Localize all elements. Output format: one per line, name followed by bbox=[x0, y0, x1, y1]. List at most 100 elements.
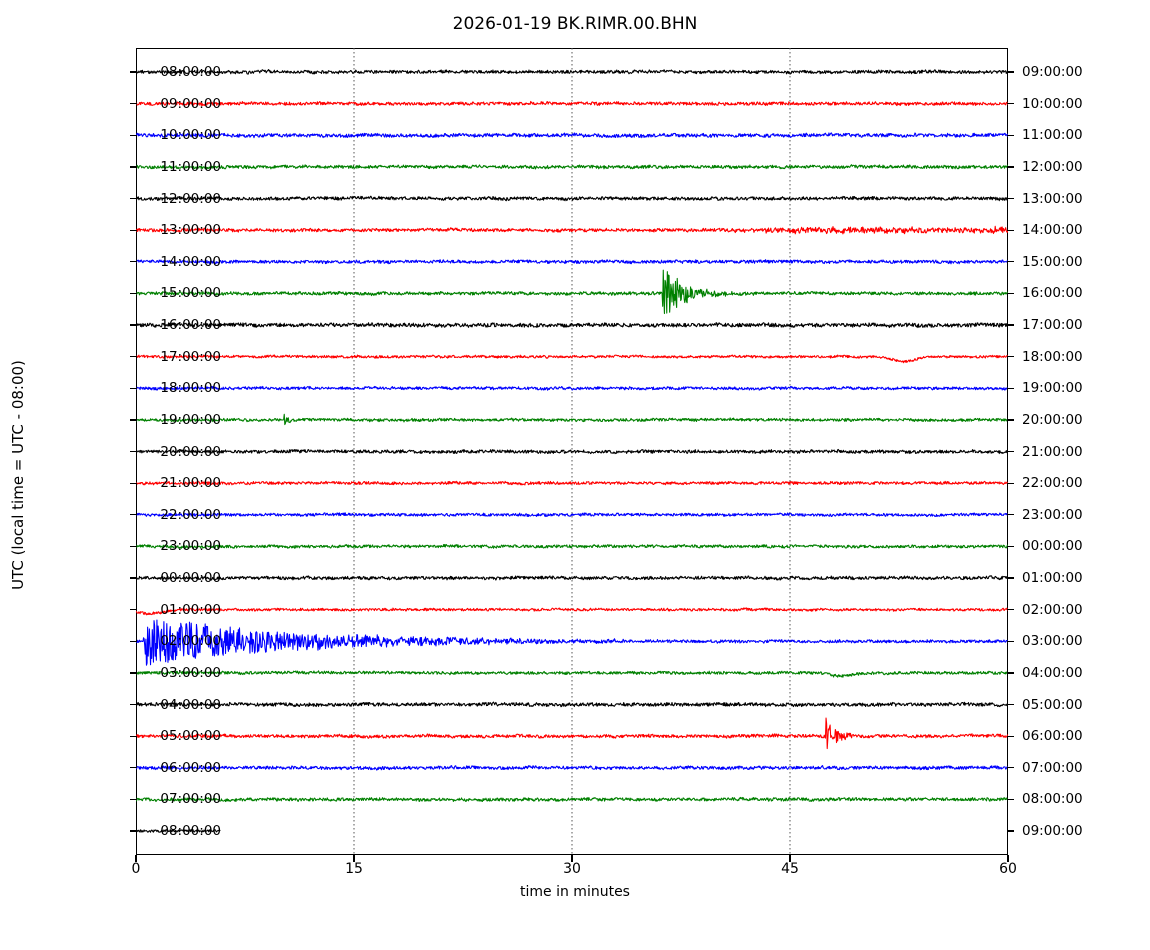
y-tick-mark-right bbox=[1007, 261, 1014, 263]
seismogram-trace-row-24 bbox=[136, 828, 221, 833]
y-tick-mark-left bbox=[130, 166, 137, 168]
y-tick-label-right: 12:00:00 bbox=[1022, 158, 1083, 175]
y-tick-label-right: 13:00:00 bbox=[1022, 190, 1083, 207]
y-tick-label-left: 04:00:00 bbox=[160, 696, 221, 713]
y-tick-mark-left bbox=[130, 324, 137, 326]
seismogram-trace-row-1 bbox=[136, 100, 1008, 107]
y-tick-label-right: 02:00:00 bbox=[1022, 601, 1083, 618]
seismogram-trace-row-0 bbox=[136, 69, 1008, 75]
y-tick-mark-left bbox=[130, 640, 137, 642]
y-tick-mark-left bbox=[130, 767, 137, 769]
y-tick-mark-left bbox=[130, 609, 137, 611]
y-axis-label: UTC (local time = UTC - 08:00) bbox=[9, 360, 27, 590]
seismogram-traces bbox=[136, 48, 1008, 855]
y-tick-label-right: 03:00:00 bbox=[1022, 633, 1083, 650]
x-tick-label: 0 bbox=[131, 861, 141, 877]
y-tick-label-left: 05:00:00 bbox=[160, 728, 221, 745]
y-tick-mark-right bbox=[1007, 482, 1014, 484]
y-tick-label-left: 17:00:00 bbox=[160, 348, 221, 365]
y-tick-label-left: 02:00:00 bbox=[160, 633, 221, 650]
y-tick-label-left: 08:00:00 bbox=[160, 823, 221, 839]
x-tick-mark bbox=[353, 855, 355, 862]
y-tick-mark-left bbox=[130, 798, 137, 801]
seismogram-trace-row-21 bbox=[136, 717, 1008, 750]
y-tick-label-left: 00:00:00 bbox=[160, 570, 221, 586]
y-tick-label-left: 12:00:00 bbox=[160, 190, 221, 207]
y-tick-mark-right bbox=[1007, 545, 1014, 548]
y-tick-mark-right bbox=[1007, 134, 1014, 136]
y-tick-label-right: 15:00:00 bbox=[1022, 253, 1083, 270]
seismogram-trace-row-7 bbox=[136, 269, 1008, 315]
y-tick-mark-left bbox=[130, 545, 137, 548]
seismogram-trace-row-9 bbox=[136, 354, 1008, 364]
y-tick-label-right: 23:00:00 bbox=[1022, 506, 1083, 523]
y-tick-label-left: 23:00:00 bbox=[160, 538, 221, 555]
y-tick-mark-left bbox=[130, 735, 137, 737]
y-tick-mark-right bbox=[1007, 419, 1014, 421]
y-tick-label-left: 10:00:00 bbox=[160, 127, 221, 144]
x-axis-label: time in minutes bbox=[520, 884, 630, 900]
y-tick-mark-right bbox=[1007, 197, 1014, 200]
x-tick-mark bbox=[571, 855, 573, 862]
y-tick-mark-right bbox=[1007, 324, 1014, 326]
page-title: 2026-01-19 BK.RIMR.00.BHN bbox=[452, 14, 698, 34]
y-tick-mark-right bbox=[1007, 166, 1014, 168]
y-tick-label-left: 19:00:00 bbox=[160, 411, 221, 428]
y-tick-label-left: 01:00:00 bbox=[160, 601, 221, 618]
y-tick-mark-left bbox=[130, 830, 137, 832]
y-tick-label-right: 19:00:00 bbox=[1022, 380, 1083, 397]
y-tick-mark-left bbox=[130, 482, 137, 484]
y-tick-label-right: 10:00:00 bbox=[1022, 95, 1083, 112]
y-tick-label-right: 09:00:00 bbox=[1022, 64, 1083, 80]
seismogram-trace-row-13 bbox=[136, 480, 1008, 486]
y-tick-mark-right bbox=[1007, 292, 1014, 295]
y-tick-label-right: 16:00:00 bbox=[1022, 285, 1083, 302]
x-tick-label: 30 bbox=[563, 861, 581, 877]
seismogram-trace-row-6 bbox=[136, 259, 1008, 265]
y-tick-label-right: 17:00:00 bbox=[1022, 317, 1083, 333]
y-tick-mark-right bbox=[1007, 798, 1014, 801]
y-tick-label-right: 08:00:00 bbox=[1022, 791, 1083, 808]
y-tick-label-right: 11:00:00 bbox=[1022, 127, 1083, 144]
x-tick-label: 60 bbox=[999, 861, 1017, 877]
y-tick-label-right: 09:00:00 bbox=[1022, 823, 1083, 839]
seismogram-trace-row-19 bbox=[136, 670, 1008, 678]
y-tick-mark-left bbox=[130, 134, 137, 136]
y-tick-label-left: 15:00:00 bbox=[160, 285, 221, 302]
seismogram-trace-row-8 bbox=[136, 322, 1008, 329]
x-tick-mark bbox=[789, 855, 791, 862]
seismogram-trace-row-17 bbox=[136, 607, 1008, 616]
seismogram-trace-row-3 bbox=[136, 164, 1008, 170]
seismogram-trace-row-10 bbox=[136, 385, 1008, 391]
y-tick-mark-left bbox=[130, 229, 137, 231]
y-tick-label-left: 03:00:00 bbox=[160, 664, 221, 681]
y-tick-mark-right bbox=[1007, 703, 1014, 706]
y-tick-mark-left bbox=[130, 450, 137, 453]
y-tick-label-left: 18:00:00 bbox=[160, 380, 221, 397]
y-tick-mark-right bbox=[1007, 577, 1014, 579]
y-tick-mark-right bbox=[1007, 71, 1014, 73]
y-tick-mark-left bbox=[130, 672, 137, 674]
y-tick-label-right: 21:00:00 bbox=[1022, 443, 1083, 460]
y-tick-label-right: 00:00:00 bbox=[1022, 538, 1083, 555]
y-tick-mark-left bbox=[130, 261, 137, 263]
y-tick-mark-left bbox=[130, 292, 137, 295]
y-tick-mark-left bbox=[130, 356, 137, 358]
seismogram-trace-row-2 bbox=[136, 132, 1008, 139]
y-tick-mark-left bbox=[130, 387, 137, 389]
y-tick-label-right: 06:00:00 bbox=[1022, 728, 1083, 745]
seismogram-trace-row-22 bbox=[136, 765, 1008, 771]
y-tick-label-left: 08:00:00 bbox=[160, 64, 221, 80]
y-tick-mark-right bbox=[1007, 672, 1014, 674]
y-tick-mark-left bbox=[130, 703, 137, 706]
y-tick-mark-right bbox=[1007, 450, 1014, 453]
seismogram-trace-row-18 bbox=[136, 619, 1008, 666]
y-tick-mark-left bbox=[130, 197, 137, 200]
seismogram-trace-row-11 bbox=[136, 413, 1008, 426]
y-tick-mark-left bbox=[130, 71, 137, 73]
y-tick-label-right: 01:00:00 bbox=[1022, 570, 1083, 586]
y-tick-mark-right bbox=[1007, 767, 1014, 769]
y-tick-label-left: 20:00:00 bbox=[160, 443, 221, 460]
y-tick-label-left: 22:00:00 bbox=[160, 506, 221, 523]
seismogram-trace-row-23 bbox=[136, 796, 1008, 803]
